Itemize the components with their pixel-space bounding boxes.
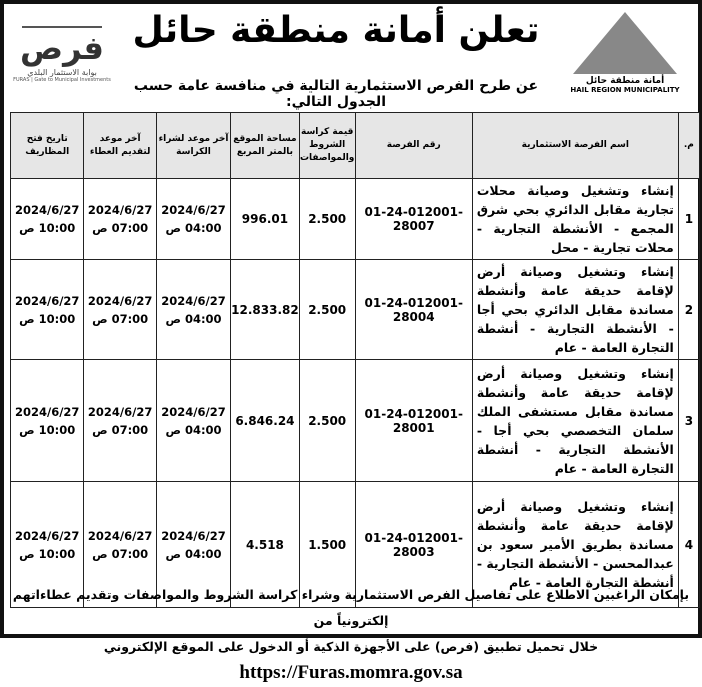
triangle-emblem-icon bbox=[573, 12, 677, 74]
booklet-price: 2.500 bbox=[308, 413, 347, 428]
column-header: قيمة كراسة الشروط والمواصفات bbox=[298, 112, 356, 179]
table-row: 1 إنشاء وتشغيل وصيانة محلات تجارية مقابل … bbox=[9, 178, 701, 260]
site-area: 6.846.24 bbox=[235, 413, 295, 428]
page-title: تعلن أمانة منطقة حائل bbox=[132, 10, 540, 51]
column-header: م. bbox=[677, 112, 701, 179]
column-header: مساحة الموقع بالمتر المربع bbox=[230, 112, 300, 179]
column-header: تاريخ فتح المظاريف bbox=[9, 112, 85, 179]
buy-date: 2024/6/27 bbox=[161, 293, 226, 308]
row-number: 1 bbox=[684, 212, 694, 226]
bid-date: 2024/6/27 bbox=[87, 293, 153, 308]
open-time: 10:00 ص bbox=[19, 221, 76, 235]
open-date: 2024/6/27 bbox=[15, 293, 80, 308]
column-header: آخر موعد لتقديم العطاء bbox=[83, 112, 157, 179]
open-time: 10:00 ص bbox=[19, 311, 76, 326]
open-time: 10:00 ص bbox=[19, 546, 76, 561]
column-header: آخر موعد لشراء الكراسة bbox=[155, 112, 232, 179]
logo-word: فرص bbox=[20, 29, 104, 67]
opportunities-table: م. اسم الفرصة الاستثمارية رقم الفرصة قيمة ك… bbox=[9, 112, 701, 608]
buy-date: 2024/6/27 bbox=[161, 404, 226, 419]
bid-date: 2024/6/27 bbox=[87, 203, 153, 217]
opportunity-id: 01-24-012001-28001 bbox=[364, 406, 463, 435]
row-number: 4 bbox=[684, 537, 694, 552]
booklet-price: 2.500 bbox=[308, 302, 347, 317]
furas-website-link[interactable]: https://Furas.momra.gov.sa bbox=[239, 662, 463, 683]
table-row: 3 إنشاء وتشغيل وصيانة أرض لإقامة حديقة عا… bbox=[9, 359, 701, 482]
buy-time: 04:00 ص bbox=[165, 546, 222, 561]
bid-time: 07:00 ص bbox=[92, 311, 149, 326]
table-row: 4 إنشاء وتشغيل وصيانة أرض لإقامة حديقة عا… bbox=[9, 481, 701, 608]
column-header: رقم الفرصة bbox=[354, 112, 473, 179]
open-date: 2024/6/27 bbox=[15, 528, 80, 543]
buy-time: 04:00 ص bbox=[165, 221, 222, 235]
table-row: 2 إنشاء وتشغيل وصيانة أرض لإقامة حديقة عا… bbox=[9, 259, 701, 360]
buy-date: 2024/6/27 bbox=[161, 203, 226, 217]
logo-subtitle: بوابة الاستثمار البلدي bbox=[27, 68, 97, 77]
open-time: 10:00 ص bbox=[19, 422, 76, 437]
booklet-price: 1.500 bbox=[308, 537, 347, 552]
skyline-icon bbox=[22, 12, 102, 28]
open-date: 2024/6/27 bbox=[15, 203, 80, 217]
row-number: 2 bbox=[684, 302, 694, 317]
bid-time: 07:00 ص bbox=[92, 546, 149, 561]
opportunity-name: إنشاء وتشغيل وصيانة محلات تجارية مقابل ا… bbox=[476, 183, 674, 255]
footer-line2: خلال تحميل تطبيق (فرص) على الأجهزة الذكي… bbox=[103, 639, 599, 654]
logo-english: FURAS | Gate to Municipal Investments bbox=[13, 77, 111, 83]
footer-line1: بإمكان الراغبين الاطلاع على تفاصيل الفرص… bbox=[12, 587, 690, 628]
opportunity-id: 01-24-012001-28007 bbox=[364, 205, 463, 233]
site-area: 996.01 bbox=[241, 212, 289, 226]
bid-date: 2024/6/27 bbox=[87, 528, 153, 543]
open-date: 2024/6/27 bbox=[15, 404, 80, 419]
opportunity-name: إنشاء وتشغيل وصيانة أرض لإقامة حديقة عام… bbox=[476, 499, 674, 590]
bid-time: 07:00 ص bbox=[92, 422, 149, 437]
opportunity-name: إنشاء وتشغيل وصيانة أرض لإقامة حديقة عام… bbox=[476, 365, 674, 476]
hail-municipality-logo: أمانة منطقة حائل HAIL REGION MUNICIPALIT… bbox=[560, 12, 690, 104]
buy-time: 04:00 ص bbox=[165, 311, 222, 326]
furas-logo: فرص بوابة الاستثمار البلدي FURAS | Gate … bbox=[12, 12, 112, 104]
column-header: اسم الفرصة الاستثمارية bbox=[471, 112, 679, 179]
footer-notice: بإمكان الراغبين الاطلاع على تفاصيل الفرص… bbox=[12, 582, 690, 687]
page-subtitle: عن طرح الفرص الاستثمارية التالية في مناف… bbox=[133, 78, 539, 110]
buy-date: 2024/6/27 bbox=[161, 528, 226, 543]
logo-arabic: أمانة منطقة حائل bbox=[585, 76, 665, 86]
site-area: 12.833.82 bbox=[231, 302, 299, 317]
logo-english: HAIL REGION MUNICIPALITY bbox=[570, 86, 680, 94]
buy-time: 04:00 ص bbox=[165, 422, 222, 437]
site-area: 4.518 bbox=[245, 537, 284, 552]
bid-time: 07:00 ص bbox=[92, 221, 149, 235]
row-number: 3 bbox=[684, 413, 694, 428]
booklet-price: 2.500 bbox=[308, 212, 347, 226]
opportunity-id: 01-24-012001-28003 bbox=[364, 530, 463, 559]
bid-date: 2024/6/27 bbox=[87, 404, 153, 419]
opportunity-id: 01-24-012001-28004 bbox=[364, 295, 463, 324]
opportunity-name: إنشاء وتشغيل وصيانة أرض لإقامة حديقة عام… bbox=[476, 264, 674, 355]
